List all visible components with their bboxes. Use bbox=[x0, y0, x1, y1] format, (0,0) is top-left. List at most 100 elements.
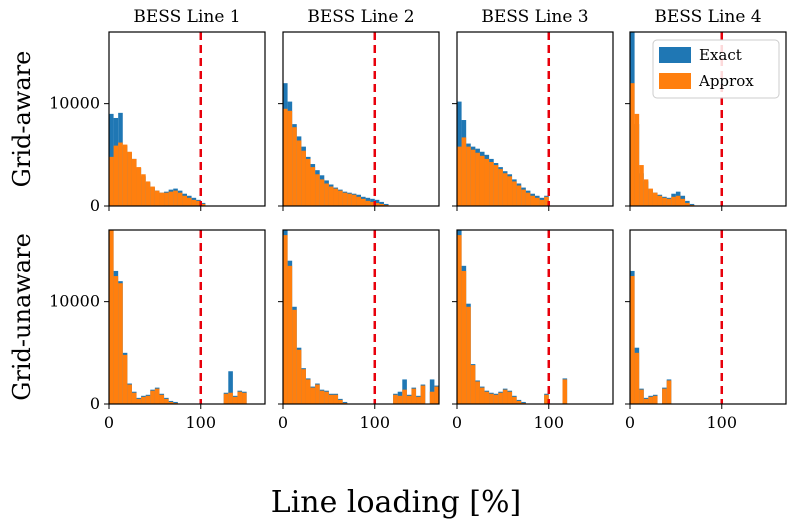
bar-approx-grid-unaware-bess-line-1-15 bbox=[122, 354, 128, 404]
bar-approx-grid-aware-bess-line-4-55 bbox=[680, 198, 686, 206]
bar-approx-grid-unaware-bess-line-4-0 bbox=[630, 276, 635, 404]
bar-approx-grid-unaware-bess-line-1-5 bbox=[113, 276, 119, 404]
bar-approx-grid-aware-bess-line-3-75 bbox=[525, 192, 531, 206]
bar-approx-grid-aware-bess-line-1-5 bbox=[113, 145, 119, 206]
bar-approx-grid-unaware-bess-line-1-30 bbox=[136, 398, 142, 404]
bar-approx-grid-unaware-bess-line-2-140 bbox=[411, 388, 417, 404]
bar-approx-grid-aware-bess-line-2-100 bbox=[374, 202, 380, 206]
panel-frame-grid-aware-bess-line-3 bbox=[456, 31, 614, 207]
bar-approx-grid-aware-bess-line-4-0 bbox=[630, 83, 635, 206]
x-tick-label-grid-unaware-bess-line-1-0: 0 bbox=[104, 413, 114, 432]
bar-approx-grid-aware-bess-line-3-15 bbox=[470, 149, 476, 206]
bar-approx-grid-unaware-bess-line-2-135 bbox=[406, 395, 412, 404]
bar-approx-grid-unaware-bess-line-2-20 bbox=[301, 369, 306, 404]
bar-approx-grid-aware-bess-line-1-25 bbox=[131, 158, 137, 206]
bar-approx-grid-aware-bess-line-1-35 bbox=[141, 174, 146, 206]
x-tick-label-grid-unaware-bess-line-2-0: 0 bbox=[278, 413, 288, 432]
legend-label-exact: Exact bbox=[699, 46, 742, 64]
bar-approx-grid-aware-bess-line-2-45 bbox=[324, 183, 329, 206]
bar-approx-grid-aware-bess-line-2-30 bbox=[310, 167, 316, 206]
bar-approx-grid-unaware-bess-line-3-65 bbox=[516, 400, 522, 404]
bar-approx-grid-aware-bess-line-1-50 bbox=[154, 190, 160, 206]
bar-approx-grid-aware-bess-line-3-70 bbox=[521, 189, 526, 206]
bar-approx-grid-aware-bess-line-3-50 bbox=[502, 173, 508, 206]
bar-approx-grid-aware-bess-line-2-55 bbox=[333, 188, 339, 206]
bar-approx-grid-unaware-bess-line-2-10 bbox=[292, 309, 297, 404]
bar-approx-grid-aware-bess-line-3-40 bbox=[493, 165, 499, 206]
bar-approx-grid-aware-bess-line-3-25 bbox=[479, 155, 485, 206]
bar-approx-grid-unaware-bess-line-2-30 bbox=[310, 387, 316, 404]
column-title-bess-line-2: BESS Line 2 bbox=[307, 7, 414, 27]
bar-approx-grid-unaware-bess-line-3-60 bbox=[512, 396, 517, 404]
bar-approx-grid-unaware-bess-line-3-0 bbox=[457, 235, 462, 404]
bar-approx-grid-unaware-bess-line-4-35 bbox=[662, 388, 667, 404]
bar-approx-grid-aware-bess-line-4-25 bbox=[652, 192, 658, 206]
bar-approx-grid-unaware-bess-line-3-10 bbox=[466, 306, 471, 404]
bar-approx-grid-aware-bess-line-1-60 bbox=[164, 192, 169, 206]
bar-approx-grid-aware-bess-line-2-25 bbox=[305, 158, 311, 206]
bar-approx-grid-aware-bess-line-2-50 bbox=[328, 186, 334, 206]
bar-approx-grid-unaware-bess-line-3-95 bbox=[544, 394, 549, 404]
bar-approx-grid-unaware-bess-line-2-60 bbox=[338, 399, 343, 404]
bar-approx-grid-unaware-bess-line-2-145 bbox=[416, 396, 421, 404]
panel-frame-grid-unaware-bess-line-1 bbox=[108, 229, 266, 405]
bar-approx-grid-aware-bess-line-1-100 bbox=[200, 203, 206, 206]
x-tick-label-grid-unaware-bess-line-3-0: 0 bbox=[452, 413, 462, 432]
bar-approx-grid-unaware-bess-line-2-45 bbox=[324, 391, 329, 404]
panel-frame-grid-unaware-bess-line-2 bbox=[282, 229, 440, 405]
bar-approx-grid-unaware-bess-line-1-20 bbox=[127, 384, 132, 404]
bar-approx-grid-unaware-bess-line-2-130 bbox=[402, 389, 407, 404]
column-title-bess-line-4: BESS Line 4 bbox=[654, 7, 761, 27]
bar-approx-grid-unaware-bess-line-1-40 bbox=[145, 395, 151, 404]
legend-label-approx: Approx bbox=[698, 72, 754, 90]
bar-approx-grid-unaware-bess-line-2-40 bbox=[319, 390, 325, 404]
bar-approx-grid-unaware-bess-line-1-125 bbox=[223, 393, 229, 404]
x-tick-label-grid-unaware-bess-line-2-100: 100 bbox=[359, 413, 390, 432]
bar-approx-grid-unaware-bess-line-2-5 bbox=[287, 265, 293, 404]
x-tick-label-grid-unaware-bess-line-4-100: 100 bbox=[706, 413, 737, 432]
bar-approx-grid-aware-bess-line-4-50 bbox=[675, 195, 681, 206]
bar-approx-grid-aware-bess-line-2-60 bbox=[338, 190, 343, 206]
bar-approx-grid-unaware-bess-line-1-0 bbox=[109, 230, 114, 404]
panel-frame-grid-aware-bess-line-4 bbox=[629, 31, 787, 207]
bar-approx-grid-unaware-bess-line-3-15 bbox=[470, 365, 476, 404]
bar-approx-grid-unaware-bess-line-4-25 bbox=[652, 395, 658, 404]
bar-approx-grid-unaware-bess-line-2-125 bbox=[397, 395, 403, 404]
bar-approx-grid-aware-bess-line-3-30 bbox=[484, 158, 490, 206]
bar-approx-grid-aware-bess-line-4-15 bbox=[643, 179, 649, 206]
bar-approx-grid-unaware-bess-line-2-25 bbox=[305, 379, 311, 404]
panel-frame-grid-unaware-bess-line-3 bbox=[456, 229, 614, 405]
bar-approx-grid-unaware-bess-line-4-20 bbox=[648, 396, 653, 404]
bar-approx-grid-aware-bess-line-1-10 bbox=[118, 142, 123, 206]
panel-frame-grid-aware-bess-line-1 bbox=[108, 31, 266, 207]
bar-approx-grid-unaware-bess-line-2-55 bbox=[333, 394, 339, 404]
bar-approx-grid-unaware-bess-line-2-160 bbox=[429, 391, 435, 404]
bar-approx-grid-aware-bess-line-2-5 bbox=[287, 110, 293, 206]
bar-approx-grid-unaware-bess-line-2-150 bbox=[420, 385, 426, 404]
bar-approx-grid-unaware-bess-line-3-25 bbox=[479, 387, 485, 404]
bar-approx-grid-aware-bess-line-1-90 bbox=[191, 199, 197, 206]
panel-frame-grid-aware-bess-line-2 bbox=[282, 31, 440, 207]
bar-approx-grid-aware-bess-line-2-20 bbox=[301, 150, 306, 206]
bar-approx-grid-unaware-bess-line-3-115 bbox=[562, 379, 568, 404]
bar-approx-grid-aware-bess-line-1-45 bbox=[150, 186, 155, 206]
bar-approx-grid-aware-bess-line-3-5 bbox=[461, 137, 467, 206]
bar-approx-grid-aware-bess-line-2-75 bbox=[351, 194, 357, 206]
bar-approx-grid-unaware-bess-line-3-40 bbox=[493, 394, 499, 404]
bar-approx-grid-unaware-bess-line-3-20 bbox=[475, 381, 480, 404]
bar-approx-grid-aware-bess-line-3-10 bbox=[466, 146, 471, 206]
bar-approx-grid-aware-bess-line-4-35 bbox=[662, 197, 667, 206]
bar-approx-grid-aware-bess-line-2-70 bbox=[347, 193, 352, 206]
bar-approx-grid-aware-bess-line-3-80 bbox=[530, 195, 535, 206]
bar-approx-grid-unaware-bess-line-3-50 bbox=[502, 389, 508, 404]
bar-approx-grid-aware-bess-line-3-55 bbox=[507, 176, 513, 206]
bar-approx-grid-aware-bess-line-4-5 bbox=[634, 113, 640, 206]
bar-approx-grid-aware-bess-line-2-0 bbox=[283, 108, 288, 206]
bar-approx-grid-unaware-bess-line-1-130 bbox=[228, 392, 233, 404]
bar-approx-grid-aware-bess-line-2-65 bbox=[342, 192, 348, 206]
bar-approx-grid-unaware-bess-line-1-25 bbox=[131, 392, 137, 404]
bar-approx-grid-aware-bess-line-2-90 bbox=[365, 200, 371, 206]
bar-approx-grid-unaware-bess-line-1-135 bbox=[232, 396, 238, 404]
legend-swatch-approx bbox=[659, 73, 691, 89]
